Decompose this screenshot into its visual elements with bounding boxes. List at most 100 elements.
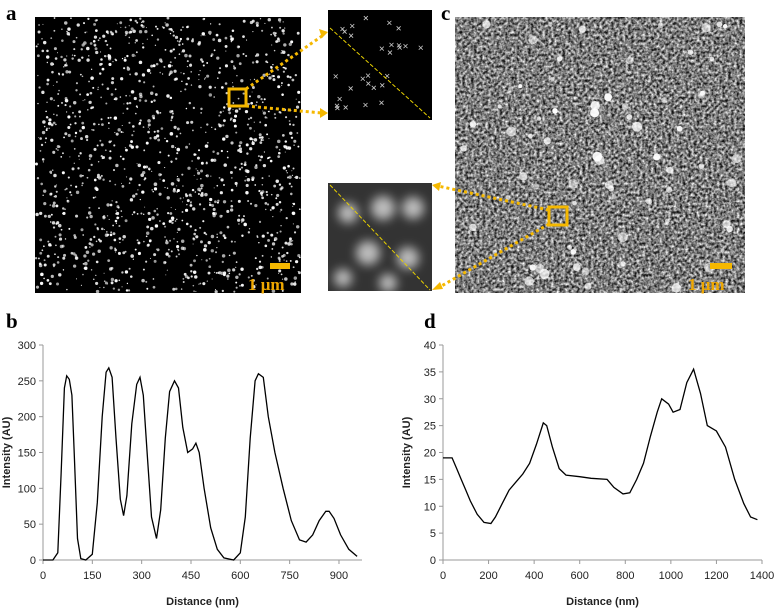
spot: [293, 144, 295, 146]
spot: [262, 111, 267, 115]
spot: [218, 71, 221, 74]
spot: [233, 124, 237, 128]
spot: [572, 201, 577, 206]
spot: [211, 203, 215, 207]
y-tick-label: 20: [424, 448, 436, 460]
spot: [203, 231, 206, 235]
spot: [45, 55, 50, 59]
y-tick-label: 250: [18, 376, 36, 388]
spot: [73, 234, 76, 237]
spot: [202, 17, 205, 21]
spot: [403, 43, 408, 49]
spot: [108, 127, 110, 130]
spot: [249, 79, 251, 81]
spot: [249, 202, 253, 205]
spot: [176, 231, 178, 233]
spot: [190, 200, 192, 203]
spot: [46, 279, 50, 282]
spot: [86, 216, 89, 219]
spot: [179, 39, 182, 42]
spot: [294, 176, 296, 178]
spot: [280, 208, 283, 211]
spot: [226, 156, 229, 159]
spot: [63, 253, 67, 257]
spot: [64, 238, 67, 240]
spot: [482, 20, 491, 29]
spot: [99, 63, 102, 66]
spot: [220, 149, 223, 153]
spot: [238, 147, 243, 151]
spot: [261, 184, 264, 186]
spot: [224, 36, 228, 40]
spot: [249, 116, 253, 120]
spot: [255, 284, 257, 286]
spot: [113, 98, 116, 100]
spot: [210, 234, 215, 239]
spot: [241, 234, 244, 237]
spot: [285, 217, 288, 220]
spot: [82, 21, 86, 25]
spot: [204, 77, 207, 79]
spot: [198, 283, 200, 285]
spot: [213, 49, 216, 52]
spot: [97, 39, 100, 42]
spot: [235, 281, 238, 284]
spot: [186, 199, 190, 203]
spot: [128, 144, 132, 148]
spot: [39, 150, 42, 152]
spot: [145, 260, 148, 263]
spot: [123, 67, 126, 70]
spot: [204, 192, 208, 197]
spot: [228, 111, 232, 115]
spot: [88, 158, 91, 160]
spot: [82, 273, 84, 276]
spot: [556, 56, 563, 62]
spot: [200, 178, 202, 180]
spot: [153, 259, 157, 263]
spot: [40, 143, 44, 147]
spot: [43, 263, 47, 267]
spot: [699, 90, 706, 96]
spot: [460, 145, 467, 152]
spot: [185, 107, 188, 110]
spot: [156, 207, 158, 210]
spot: [260, 155, 263, 159]
spot: [277, 85, 281, 89]
spot: [174, 287, 178, 291]
spot: [43, 277, 45, 280]
spot: [266, 193, 269, 196]
y-tick-label: 40: [424, 340, 436, 352]
x-tick-label: 400: [525, 570, 543, 582]
spot: [110, 231, 113, 234]
spot: [210, 23, 212, 25]
spot: [186, 194, 189, 197]
spot: [70, 184, 72, 187]
spot: [176, 185, 178, 187]
spot: [136, 163, 138, 165]
spot: [106, 233, 109, 237]
spot: [254, 165, 258, 170]
spot: [224, 44, 228, 48]
x-tick-label: 150: [83, 570, 101, 582]
spot: [217, 38, 222, 43]
spot: [280, 51, 283, 55]
spot: [74, 131, 78, 135]
spot: [172, 189, 176, 193]
spot: [258, 241, 260, 244]
spot: [57, 223, 62, 228]
spot: [153, 209, 157, 213]
spot: [81, 184, 83, 187]
spot: [418, 45, 424, 51]
spot: [89, 214, 93, 219]
spot: [215, 251, 218, 254]
spot: [528, 35, 538, 45]
spot: [181, 80, 183, 83]
spot: [295, 98, 297, 100]
spot: [181, 43, 184, 45]
spot: [61, 73, 65, 76]
spot: [208, 93, 213, 97]
spot: [189, 204, 193, 207]
spot: [164, 22, 166, 24]
spot: [363, 102, 368, 108]
inset-top-spots: [333, 15, 424, 111]
